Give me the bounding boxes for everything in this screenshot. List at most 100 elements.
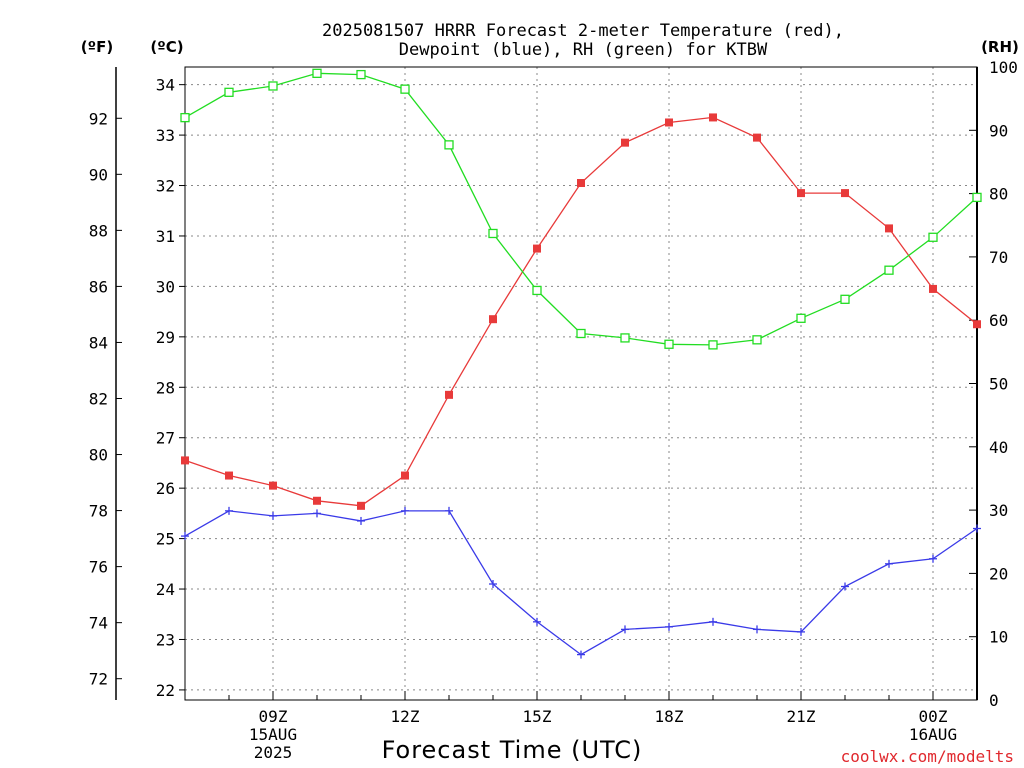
celsius-tick-label: 28 (156, 378, 175, 397)
x-tick-label: 09Z (259, 707, 288, 726)
dewpoint-point (665, 622, 673, 631)
x-tick-label: 15AUG (249, 725, 297, 744)
dewpoint-point (445, 506, 453, 515)
chart-title-line-1: 2025081507 HRRR Forecast 2-meter Tempera… (322, 21, 844, 41)
fahrenheit-tick-label: 90 (89, 165, 108, 184)
dewpoint-point (181, 532, 189, 541)
rh-tick-label: 90 (989, 121, 1008, 140)
dewpoint-point (577, 650, 585, 659)
x-tick-label: 00Z (919, 707, 948, 726)
x-tick-label: 16AUG (909, 725, 957, 744)
rh-point (884, 265, 894, 275)
temperature-point (357, 501, 365, 510)
rh-point (488, 228, 498, 239)
x-axis-label: Forecast Time (UTC) (382, 736, 643, 764)
temperature-point (225, 471, 233, 480)
fahrenheit-tick-label: 72 (89, 670, 108, 689)
rh-point (840, 294, 850, 304)
x-tick-label: 18Z (655, 707, 684, 726)
rh-point (268, 81, 278, 91)
dewpoint-point (269, 511, 277, 520)
dewpoint-point (401, 506, 409, 515)
dewpoint-point (489, 579, 497, 588)
dewpoint-point (841, 582, 849, 591)
temperature-point (973, 320, 981, 329)
celsius-unit-label: (ºC) (150, 38, 183, 56)
dewpoint-point (797, 627, 805, 636)
dewpoint-point (533, 617, 541, 626)
temperature-point (885, 224, 893, 233)
rh-point (664, 339, 674, 349)
temperature-point (533, 244, 541, 253)
fahrenheit-tick-label: 76 (89, 558, 108, 577)
celsius-tick-label: 25 (156, 530, 175, 549)
fahrenheit-tick-label: 84 (89, 333, 108, 352)
chart-title-line-2: Dewpoint (blue), RH (green) for KTBW (399, 40, 768, 60)
fahrenheit-tick-label: 88 (89, 221, 108, 240)
rh-point (620, 333, 630, 343)
rh-unit-label: (RH) (981, 38, 1019, 56)
rh-tick-label: 30 (989, 501, 1008, 520)
rh-point (444, 140, 454, 150)
celsius-tick-label: 31 (156, 227, 175, 246)
celsius-tick-label: 23 (156, 630, 175, 649)
dewpoint-point (929, 554, 937, 563)
series-line-rh (184, 72, 978, 346)
temperature-point (445, 390, 453, 399)
grid-lines (185, 67, 977, 700)
celsius-tick-label: 34 (156, 76, 175, 95)
dewpoint-point (753, 625, 761, 634)
temperature-point (577, 179, 585, 188)
credit-text: coolwx.com/modelts (841, 747, 1014, 766)
celsius-tick-label: 32 (156, 177, 175, 196)
x-tick-label: 21Z (787, 707, 816, 726)
celsius-tick-label: 22 (156, 681, 175, 700)
rh-point (576, 328, 586, 339)
temperature-point (621, 138, 629, 147)
dewpoint-point (313, 509, 321, 518)
rh-point (224, 87, 234, 97)
temperature-point (797, 189, 805, 198)
fahrenheit-tick-label: 80 (89, 446, 108, 465)
series-line-temperature (184, 116, 978, 507)
x-tick-label: 15Z (523, 707, 552, 726)
temperature-point (313, 496, 321, 505)
rh-point (180, 112, 190, 123)
temperature-point (841, 189, 849, 198)
fahrenheit-tick-label: 74 (89, 614, 108, 633)
rh-point (928, 232, 938, 242)
dewpoint-point (621, 625, 629, 634)
temperature-point (401, 471, 409, 480)
axes: 22 23 24 25 26 27 28 29 30 31 32 33 34 72 74 76 78 80 82 84… (89, 58, 1018, 762)
rh-tick-label: 10 (989, 628, 1008, 647)
rh-point (796, 313, 806, 323)
rh-tick-label: 0 (989, 691, 999, 710)
plot-frame (184, 66, 978, 701)
temperature-point (269, 481, 277, 490)
celsius-tick-label: 29 (156, 328, 175, 347)
rh-point (972, 192, 982, 203)
rh-tick-label: 20 (989, 564, 1008, 583)
rh-point (708, 340, 718, 350)
temperature-point (753, 133, 761, 142)
rh-tick-label: 40 (989, 438, 1008, 457)
dewpoint-point (357, 516, 365, 525)
celsius-tick-label: 24 (156, 580, 175, 599)
x-tick-label: 12Z (391, 707, 420, 726)
series-line-dewpoint (184, 510, 978, 656)
fahrenheit-tick-label: 86 (89, 277, 108, 296)
celsius-tick-label: 27 (156, 429, 175, 448)
fahrenheit-unit-label: (ºF) (81, 38, 113, 56)
temperature-point (181, 456, 189, 465)
temperature-point (489, 315, 497, 324)
rh-point (752, 335, 762, 345)
rh-tick-label: 100 (989, 58, 1018, 77)
temperature-point (709, 113, 717, 122)
dewpoint-point (885, 559, 893, 568)
rh-point (532, 285, 542, 296)
rh-tick-label: 70 (989, 248, 1008, 267)
rh-tick-label: 80 (989, 185, 1008, 204)
celsius-tick-label: 30 (156, 277, 175, 296)
rh-point (400, 84, 410, 94)
